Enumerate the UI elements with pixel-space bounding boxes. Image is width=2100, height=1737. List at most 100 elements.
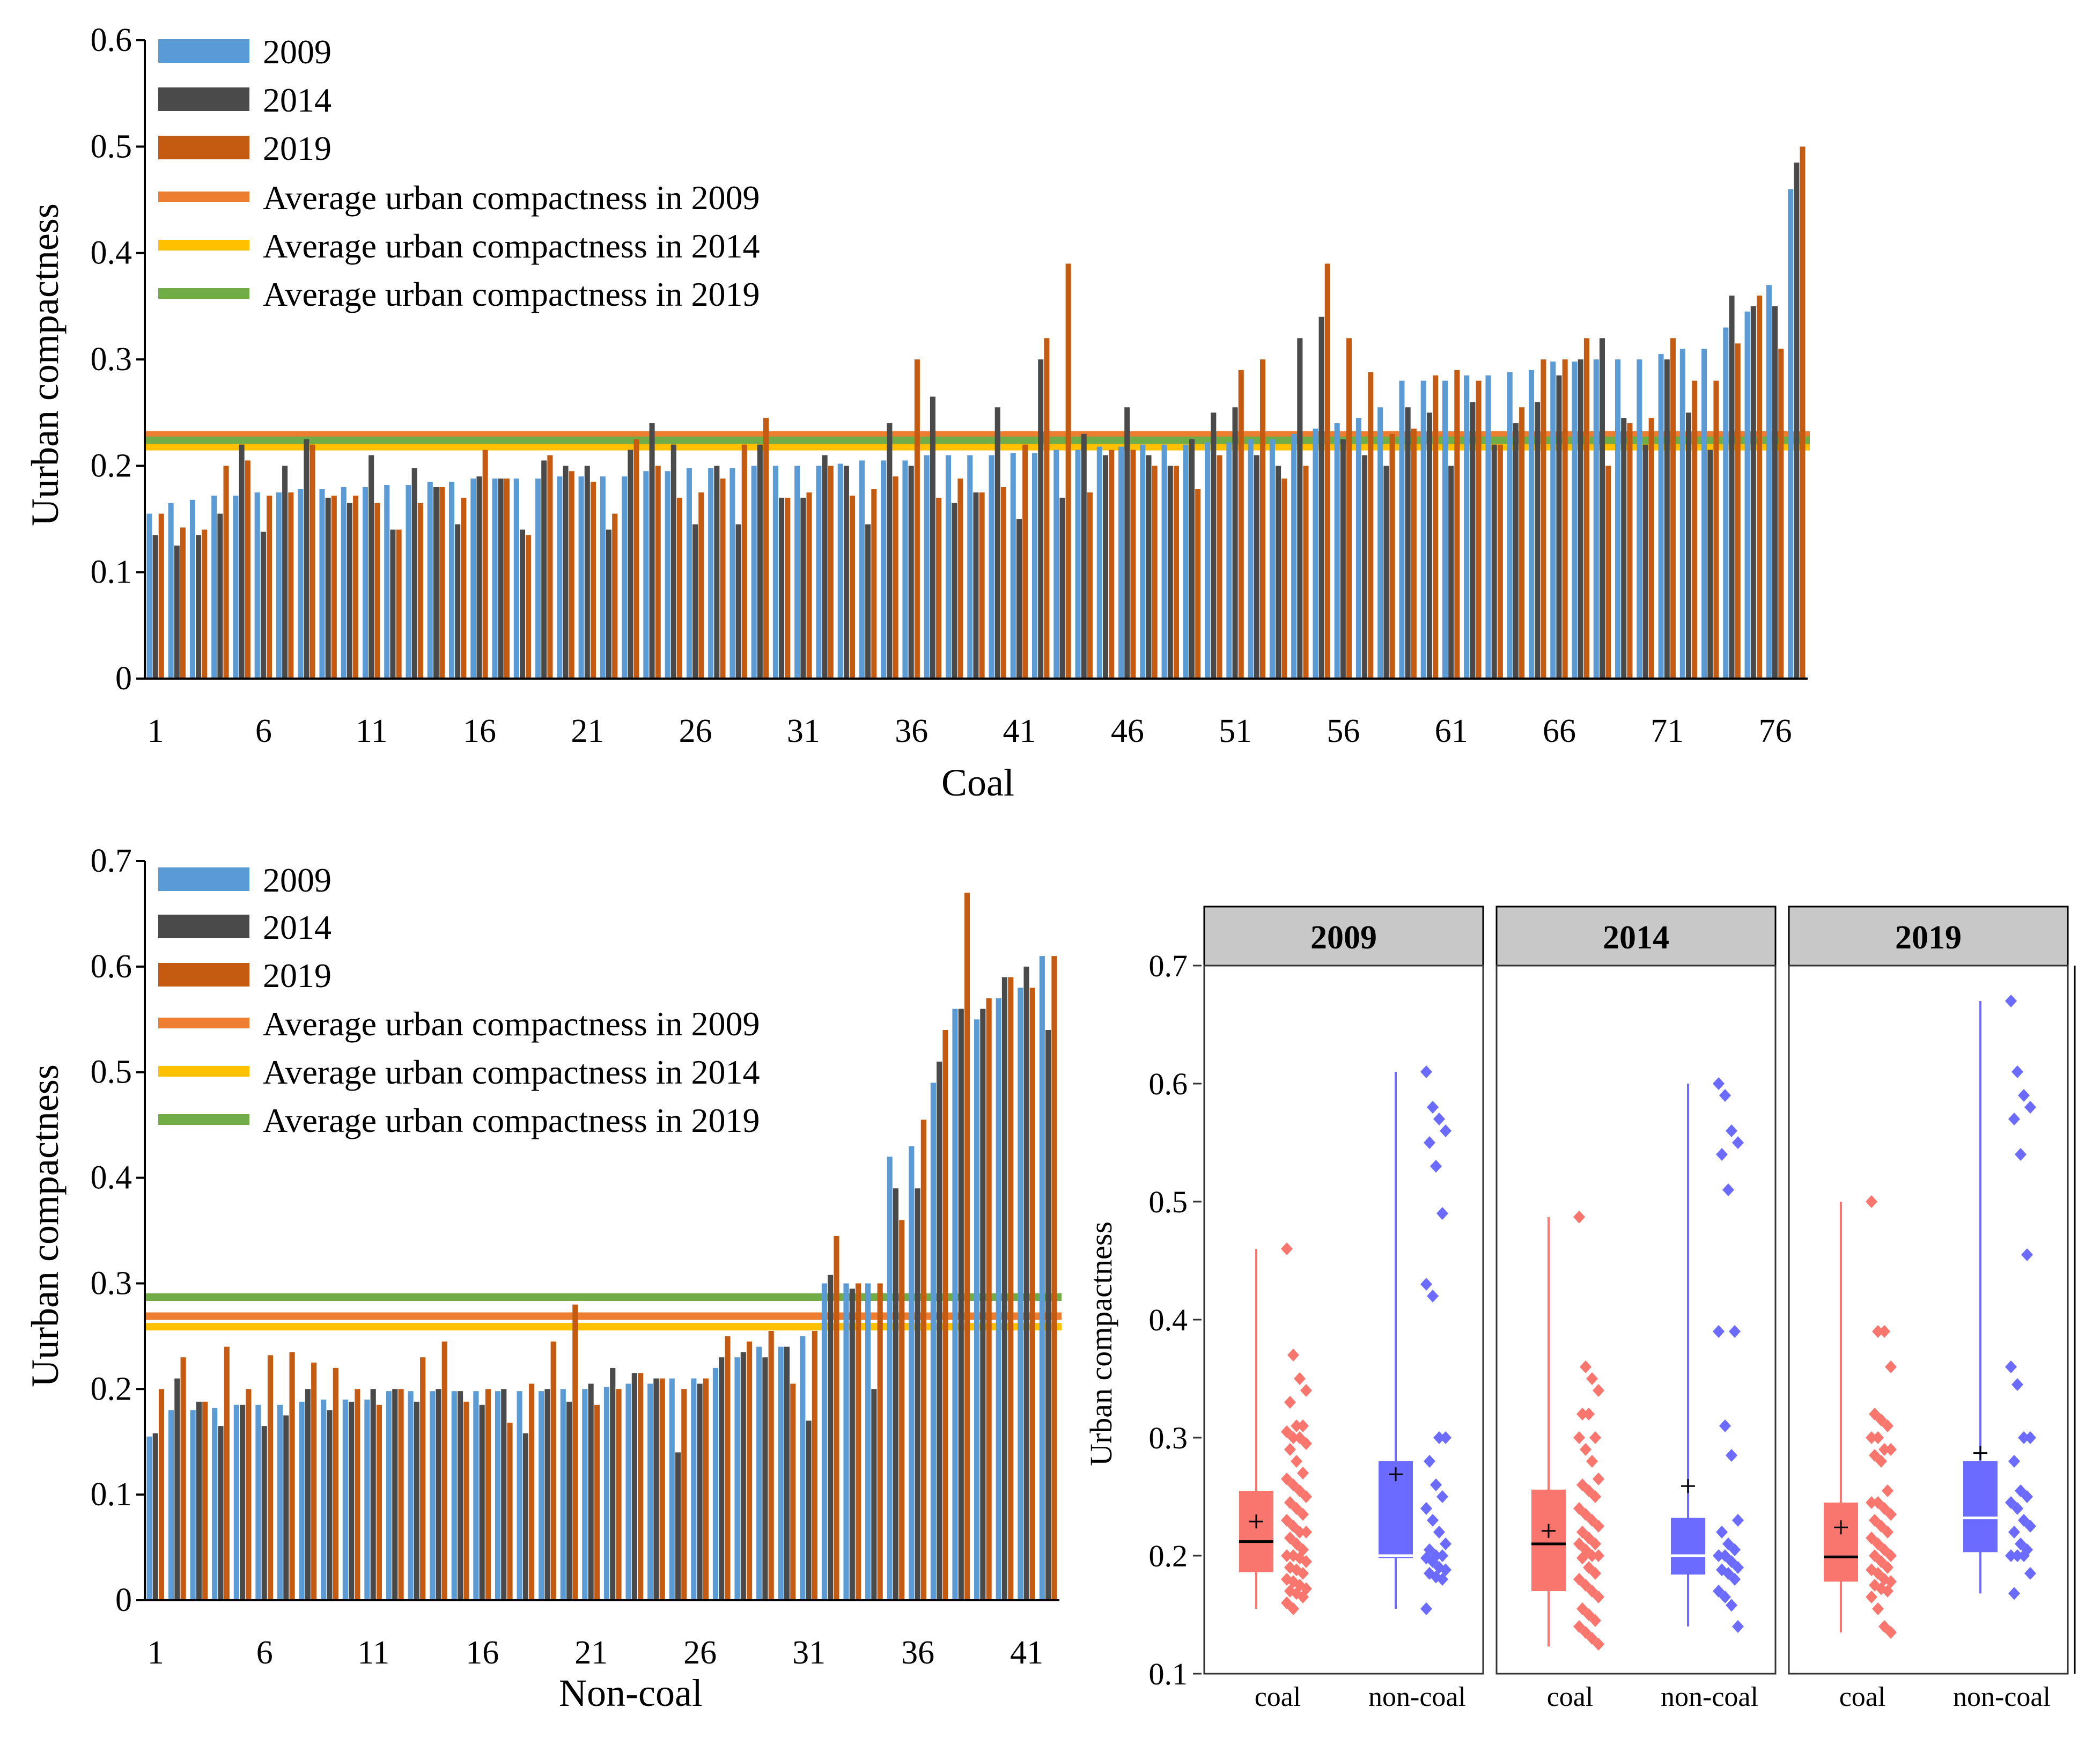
noncoal-bar-2019-8 — [311, 1363, 317, 1600]
coal-bar-2009-53 — [1269, 439, 1275, 679]
coal-bar-2014-54 — [1297, 338, 1303, 679]
coal-bar-2009-36 — [902, 460, 908, 679]
coal-bar-2019-56 — [1346, 338, 1352, 679]
coal-bar-2014-28 — [735, 524, 741, 679]
box-data-point — [1576, 1551, 1588, 1565]
box-data-point — [1291, 1537, 1302, 1550]
coal-bar-2014-16 — [476, 476, 482, 679]
box-data-point — [1433, 1431, 1445, 1444]
box-y-axis-title: Urban compactness — [1084, 1221, 1118, 1466]
noncoal-bar-2014-10 — [349, 1401, 355, 1600]
noncoal-y-tick-label: 0 — [115, 1582, 132, 1618]
box-data-point — [1284, 1496, 1296, 1509]
coal-x-tick-label: 11 — [356, 713, 388, 749]
box-data-point — [2011, 1549, 2023, 1562]
coal-bar-2019-9 — [331, 495, 337, 679]
noncoal-bar-2019-26 — [703, 1378, 709, 1600]
noncoal-bar-2014-8 — [305, 1389, 311, 1600]
box-data-point — [1300, 1384, 1312, 1397]
box-data-point — [1593, 1384, 1604, 1397]
coal-bar-2019-40 — [1000, 487, 1006, 679]
box-y-tick-label: 0.1 — [1149, 1657, 1188, 1691]
coal-bar-2019-20 — [569, 471, 574, 679]
noncoal-bar-2019-40 — [1008, 977, 1014, 1600]
coal-bar-2019-19 — [547, 455, 553, 679]
coal-bar-2009-33 — [837, 463, 843, 679]
noncoal-y-tick-label: 0.5 — [91, 1054, 132, 1091]
box-data-point — [1885, 1575, 1897, 1588]
noncoal-bar-2014-7 — [283, 1415, 289, 1600]
box-data-point — [1872, 1325, 1884, 1338]
coal-bar-2019-42 — [1044, 338, 1050, 679]
coal-y-tick-label: 0.6 — [91, 22, 132, 58]
noncoal-bar-2014-35 — [893, 1188, 899, 1600]
box-data-point — [1573, 1620, 1585, 1633]
box-data-point — [1281, 1473, 1293, 1485]
coal-bar-2014-1 — [152, 535, 158, 679]
coal-bar-2014-2 — [174, 546, 180, 679]
coal-y-tick-label: 0 — [115, 660, 132, 697]
coal-bar-2019-63 — [1497, 444, 1503, 679]
noncoal-y-tick-label: 0.1 — [91, 1476, 132, 1513]
coal-bar-2009-30 — [772, 466, 778, 679]
coal-bar-2014-35 — [887, 423, 893, 679]
box-data-point — [1583, 1532, 1595, 1544]
coal-bar-2014-69 — [1621, 418, 1627, 679]
noncoal-bar-2019-9 — [333, 1367, 338, 1600]
box-data-point — [2011, 1378, 2023, 1391]
coal-bar-2014-33 — [843, 466, 849, 679]
coal-bar-2019-52 — [1259, 359, 1266, 679]
box-2009-non-coal: non-coal — [1368, 1065, 1466, 1712]
coal-bar-2014-5 — [239, 444, 245, 679]
noncoal-x-tick-label: 16 — [466, 1635, 499, 1671]
coal-x-tick-label: 36 — [895, 713, 928, 749]
coal-bar-2014-9 — [325, 497, 331, 679]
coal-bar-2019-31 — [806, 492, 812, 679]
noncoal-bar-2009-1 — [146, 1436, 152, 1600]
coal-bars — [146, 146, 1806, 679]
box-data-point — [1593, 1638, 1604, 1651]
coal-bar-2019-50 — [1217, 455, 1222, 679]
noncoal-bar-2009-41 — [1018, 988, 1023, 1600]
box-data-point — [1284, 1443, 1296, 1456]
noncoal-bar-2009-20 — [560, 1389, 566, 1600]
noncoal-legend-swatch-2014 — [158, 915, 249, 938]
noncoal-bar-2019-39 — [986, 998, 992, 1600]
box-panel-2009: 2009 coal non-coal — [1203, 906, 1484, 1712]
coal-bar-2019-12 — [396, 529, 402, 679]
coal-bar-2009-76 — [1766, 285, 1772, 679]
coal-bar-2009-61 — [1442, 380, 1448, 679]
noncoal-x-tick-label: 11 — [357, 1635, 389, 1671]
box-group-label: coal — [1547, 1682, 1594, 1712]
box-y-tick-label: 0.2 — [1149, 1539, 1188, 1573]
box-data-point — [1424, 1455, 1435, 1468]
noncoal-bar-2019-30 — [790, 1383, 796, 1600]
noncoal-bar-2009-27 — [712, 1367, 719, 1600]
box-data-point — [1287, 1431, 1299, 1444]
box-data-point — [1872, 1496, 1884, 1509]
box-data-point — [1420, 1065, 1432, 1078]
coal-bar-2014-4 — [217, 513, 223, 679]
noncoal-y-tick-label: 0.7 — [91, 843, 132, 879]
box-data-point — [2005, 1360, 2017, 1373]
box-data-point — [1732, 1514, 1744, 1527]
noncoal-bar-2009-12 — [386, 1391, 392, 1600]
coal-x-tick-label: 31 — [787, 713, 820, 749]
coal-bar-2019-61 — [1454, 370, 1460, 679]
noncoal-x-tick-label: 36 — [901, 1635, 934, 1671]
coal-bar-2014-32 — [822, 455, 828, 679]
noncoal-bar-2014-25 — [675, 1452, 681, 1600]
noncoal-bar-2009-3 — [190, 1410, 196, 1600]
box-data-point — [1726, 1449, 1737, 1462]
noncoal-bar-2014-5 — [240, 1404, 246, 1600]
box-data-point — [1875, 1414, 1887, 1426]
box-data-point — [1872, 1567, 1884, 1580]
box-iqr — [1531, 1489, 1566, 1591]
box-data-point — [2021, 1490, 2033, 1503]
box-data-point — [1586, 1455, 1598, 1468]
box-data-point — [2008, 1526, 2020, 1539]
noncoal-bar-2019-23 — [638, 1373, 644, 1600]
coal-legend-label-avg2009: Average urban compactness in 2009 — [263, 179, 760, 217]
coal-bar-2009-52 — [1248, 439, 1254, 679]
coal-bar-2014-76 — [1772, 306, 1778, 679]
